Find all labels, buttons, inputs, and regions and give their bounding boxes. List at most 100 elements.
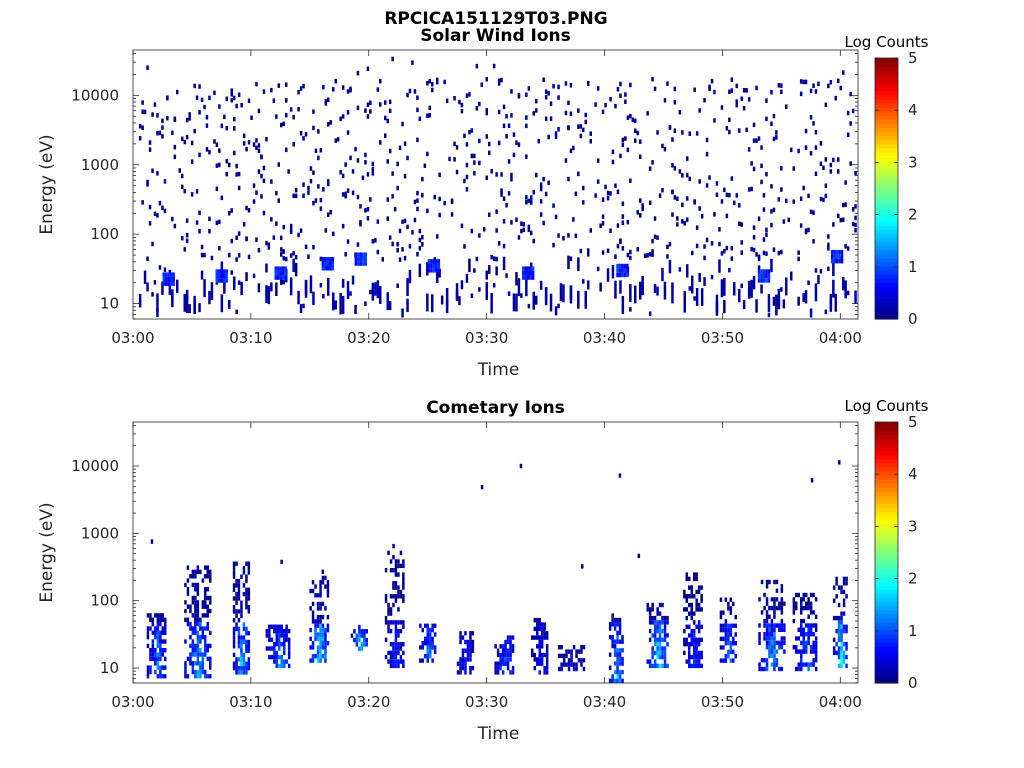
heatmap-cell xyxy=(201,652,205,657)
heatmap-cell xyxy=(172,272,175,277)
heatmap-cell xyxy=(663,663,667,669)
heatmap-cell xyxy=(455,283,459,302)
heatmap-cell xyxy=(485,282,488,300)
heatmap-cell xyxy=(289,253,293,258)
heatmap-cell xyxy=(529,270,532,276)
heatmap-cell xyxy=(154,652,157,657)
heatmap-cell xyxy=(770,618,774,624)
heatmap-cell xyxy=(247,639,251,645)
heatmap-cell xyxy=(524,266,527,271)
heatmap-cell xyxy=(507,123,511,128)
heatmap-cell xyxy=(194,608,197,614)
heatmap-cell xyxy=(169,281,173,286)
heatmap-cell xyxy=(191,569,195,575)
heatmap-cell xyxy=(693,646,696,651)
heatmap-cell xyxy=(795,605,798,611)
heatmap-cell xyxy=(429,654,432,659)
heatmap-cell xyxy=(780,627,784,632)
heatmap-cell xyxy=(596,179,600,184)
heatmap-cell xyxy=(626,147,630,153)
heatmap-cell xyxy=(191,652,195,657)
heatmap-cell xyxy=(285,112,288,118)
heatmap-cell xyxy=(138,124,142,129)
heatmap-cell xyxy=(559,283,563,302)
heatmap-cell xyxy=(663,637,667,642)
heatmap-cell xyxy=(195,95,199,100)
heatmap-cell xyxy=(697,628,701,634)
heatmap-cell xyxy=(763,636,766,641)
heatmap-cell xyxy=(554,134,558,139)
heatmap-cell xyxy=(225,269,228,274)
heatmap-cell xyxy=(247,644,251,649)
heatmap-cell xyxy=(837,650,841,656)
heatmap-cell xyxy=(319,636,322,641)
heatmap-cell xyxy=(729,649,733,655)
heatmap-cell xyxy=(419,658,422,663)
heatmap-cell xyxy=(469,648,472,653)
heatmap-cell xyxy=(204,604,207,609)
heatmap-cell xyxy=(501,661,505,666)
heatmap-cell xyxy=(203,252,206,258)
heatmap-cell xyxy=(760,610,764,615)
heatmap-cell xyxy=(531,652,534,658)
heatmap-cell xyxy=(215,163,219,168)
heatmap-cell xyxy=(397,633,400,638)
heatmap-cell xyxy=(265,263,268,273)
heatmap-cell xyxy=(763,666,766,672)
heatmap-cell xyxy=(311,654,315,659)
heatmap-cell xyxy=(423,163,427,168)
heatmap-cell xyxy=(773,666,776,672)
heatmap-cell xyxy=(727,601,730,607)
heatmap-cell xyxy=(469,635,472,640)
heatmap-cell xyxy=(398,228,402,234)
heatmap-cell xyxy=(698,179,701,184)
heatmap-cell xyxy=(616,630,619,636)
heatmap-cell xyxy=(666,633,669,638)
heatmap-cell xyxy=(661,637,664,642)
heatmap-cell xyxy=(703,244,706,249)
heatmap-cell xyxy=(146,669,150,675)
heatmap-cell xyxy=(460,280,464,290)
heatmap-cell xyxy=(154,661,157,666)
heatmap-cell xyxy=(797,627,800,632)
heatmap-cell xyxy=(369,109,372,114)
heatmap-cell xyxy=(465,93,469,98)
heatmap-cell xyxy=(189,626,192,631)
heatmap-cell xyxy=(641,206,644,212)
heatmap-cell xyxy=(728,89,731,94)
heatmap-cell xyxy=(671,212,674,217)
heatmap-cell xyxy=(193,83,196,89)
heatmap-cell xyxy=(765,645,769,650)
heatmap-cell xyxy=(770,222,773,228)
heatmap-cell xyxy=(392,543,395,549)
heatmap-cell xyxy=(536,618,539,623)
heatmap-cell xyxy=(329,266,332,271)
heatmap-cell xyxy=(270,637,274,642)
heatmap-cell xyxy=(209,630,212,635)
heatmap-cell xyxy=(242,652,246,658)
heatmap-cell xyxy=(316,623,320,628)
x-axis-label: Time xyxy=(477,724,520,744)
heatmap-cell xyxy=(240,600,243,605)
heatmap-cell xyxy=(285,633,288,638)
heatmap-cell xyxy=(543,670,546,675)
heatmap-cell xyxy=(287,650,291,656)
colorbar-tick-label: 1 xyxy=(908,258,918,276)
heatmap-cell xyxy=(245,596,248,601)
heatmap-cell xyxy=(413,199,417,205)
heatmap-cell xyxy=(146,65,149,70)
heatmap-cell xyxy=(724,627,728,633)
heatmap-cell xyxy=(778,623,781,628)
heatmap-cell xyxy=(280,247,283,252)
heatmap-cell xyxy=(260,154,263,160)
heatmap-cell xyxy=(845,646,848,651)
heatmap-cell xyxy=(765,251,768,256)
heatmap-cell xyxy=(233,126,236,131)
heatmap-cell xyxy=(222,273,226,279)
heatmap-cell xyxy=(777,288,781,307)
heatmap-cell xyxy=(369,197,372,202)
heatmap-cell xyxy=(608,678,612,683)
heatmap-cell xyxy=(189,635,192,640)
heatmap-cell xyxy=(237,185,241,191)
heatmap-cell xyxy=(334,138,337,143)
